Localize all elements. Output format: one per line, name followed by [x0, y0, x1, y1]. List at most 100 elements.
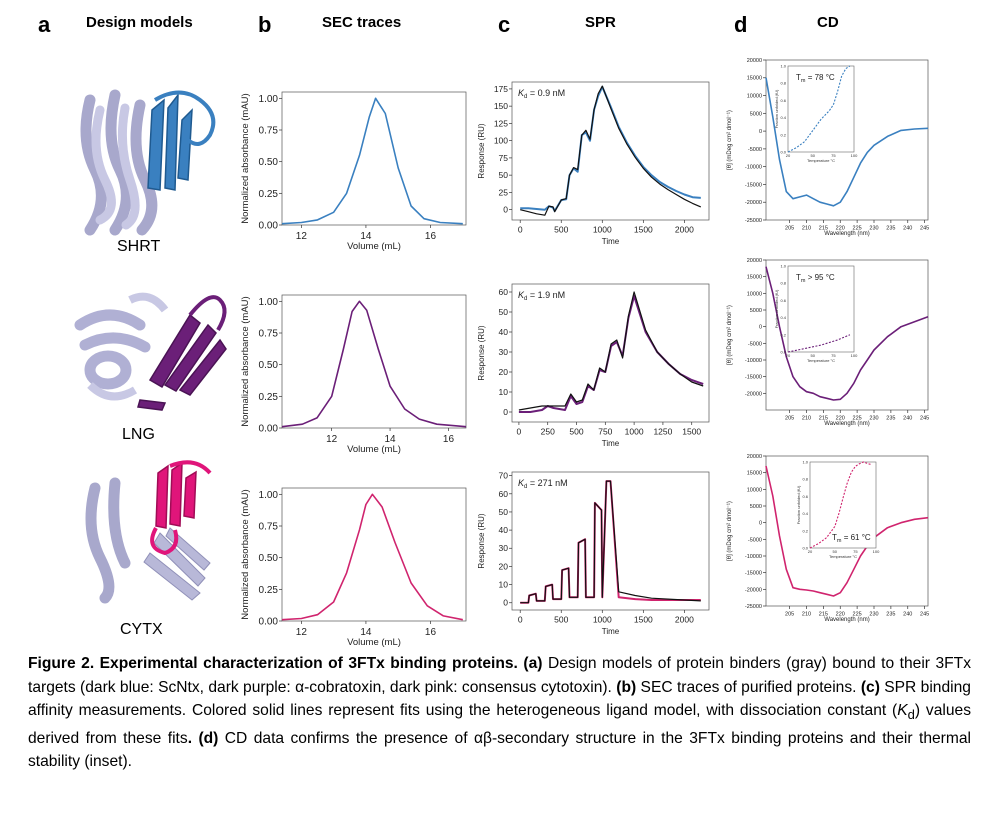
tm-annotation: Tm = 78 °C: [796, 73, 835, 84]
inset-y-axis-label: Fraction unfolded (fU): [774, 89, 779, 128]
y-tick-label: -10000: [745, 165, 762, 171]
y-tick-label: 0.00: [259, 617, 279, 628]
tm-annotation: Tm > 95 °C: [796, 273, 835, 284]
inset-x-tick-label: 50: [833, 549, 838, 554]
x-tick-label: 500: [569, 427, 583, 437]
y-tick-label: 0.25: [259, 392, 279, 403]
plot-area-frame: [281, 294, 467, 429]
x-tick-label: 750: [598, 427, 612, 437]
inset-x-tick-label: 20: [786, 353, 791, 358]
spr-chart-shrt: 0 500 1000 1500 2000 0 25 50 75 100 125 150 175 Time R…: [477, 81, 710, 246]
kd-value: = 1.9 nM: [527, 290, 565, 300]
spr-chart-cytx: 0 500 1000 1500 2000 0 10 20 30 40 50 60 70 Time Respo…: [477, 471, 710, 636]
y-tick-label: 10000: [747, 93, 762, 99]
y-tick-label: 25: [499, 187, 509, 197]
x-tick-label: 230: [869, 226, 878, 232]
x-tick-label: 1500: [682, 427, 701, 437]
y-tick-label: 1.00: [259, 490, 279, 501]
inset-y-tick-label: 1.0: [802, 460, 808, 465]
tm-subscript: m: [801, 278, 806, 284]
plot-area-frame: [511, 471, 710, 611]
x-tick-label: 16: [443, 434, 455, 445]
y-tick-label: 0.75: [259, 522, 279, 533]
x-tick-label: 220: [836, 226, 845, 232]
inset-x-tick-label: 100: [851, 353, 858, 358]
x-tick-label: 220: [836, 416, 845, 422]
x-axis-label: Time: [602, 439, 620, 448]
sec-trace-chart-lng: 12 14 16 0.00 0.25 0.50 0.75 1.00 Volume (mL) Nor…: [240, 294, 467, 455]
plot-area-frame: [511, 283, 710, 423]
caption-b-text: SEC traces of purified proteins.: [640, 678, 857, 696]
caption-kd-sub: d: [907, 707, 915, 723]
kd-symbol: K: [518, 290, 525, 300]
x-tick-label: 220: [836, 612, 845, 618]
inset-frame: [787, 65, 855, 153]
inset-y-tick-label: 1.0: [780, 64, 786, 69]
tm-subscript: m: [801, 78, 806, 84]
plot-area-frame: [281, 487, 467, 622]
x-tick-label: 240: [903, 612, 912, 618]
y-tick-label: -5000: [748, 341, 762, 347]
sec-trace-chart-cytx: 12 14 16 0.00 0.25 0.50 0.75 1.00 Volume (mL) Nor…: [240, 487, 467, 648]
inset-melt-curve: [787, 334, 851, 353]
y-tick-label: 0.25: [259, 189, 279, 200]
inset-y-tick-label: 0.6: [802, 494, 808, 499]
design-model-cytx: [85, 460, 212, 604]
x-tick-label: 2000: [675, 225, 694, 235]
plot-area-frame: [511, 81, 710, 221]
y-tick-label: 1.00: [259, 297, 279, 308]
x-tick-label: 235: [886, 226, 895, 232]
inset-x-tick-label: 75: [831, 353, 836, 358]
y-tick-label: 50: [499, 507, 509, 517]
y-axis-label: Response (RU): [477, 325, 486, 380]
y-tick-label: -10000: [745, 358, 762, 364]
inset-y-tick-label: 0.0: [802, 546, 808, 551]
inset-x-tick-label: 20: [808, 549, 813, 554]
inset-y-axis-label: Fraction unfolded (fU): [796, 485, 801, 524]
y-tick-label: 30: [499, 347, 509, 357]
panel-letter-d: d: [734, 12, 748, 37]
series-line-trace: [281, 300, 467, 428]
x-tick-label: 215: [819, 416, 828, 422]
model-label-cytx: CYTX: [120, 621, 163, 638]
sec-trace-chart-shrt: 12 14 16 0.00 0.25 0.50 0.75 1.00 Volume (mL) Nor…: [240, 91, 467, 252]
kd-value: = 0.9 nM: [527, 88, 565, 98]
y-tick-label: 30: [499, 543, 509, 553]
y-tick-label: 20000: [747, 454, 762, 460]
kd-subscript: d: [524, 296, 527, 302]
model-label-shrt: SHRT: [117, 238, 161, 255]
panel-letter-c: c: [498, 12, 511, 37]
tm-subscript: m: [837, 538, 842, 544]
panel-letter-b: b: [258, 12, 272, 37]
tm-value: = 78 °C: [805, 73, 834, 82]
x-tick-label: 14: [360, 627, 372, 638]
series-line-trace: [281, 493, 463, 621]
x-axis-label: Volume (mL): [347, 241, 401, 252]
tm-annotation: Tm = 61 °C: [832, 533, 871, 544]
series-line-trace: [765, 465, 929, 597]
x-axis-label: Wavelength (nm): [824, 421, 869, 427]
inset-x-axis-label: Temperature °C: [807, 158, 835, 163]
x-tick-label: 205: [785, 226, 794, 232]
kd-annotation: Kd = 1.9 nM: [518, 290, 565, 302]
kd-subscript: d: [524, 94, 527, 100]
panel-title-d: CD: [817, 14, 839, 31]
x-tick-label: 210: [802, 416, 811, 422]
y-axis-label: Response (RU): [477, 513, 486, 568]
x-tick-label: 225: [853, 226, 862, 232]
caption-c-text-2: ) values derived from these fits: [28, 702, 971, 747]
y-tick-label: 10000: [747, 487, 762, 493]
kd-symbol: K: [518, 478, 525, 488]
tm-symbol: T: [832, 533, 837, 542]
y-tick-label: 0.50: [259, 157, 279, 168]
kd-subscript: d: [524, 484, 527, 490]
y-axis-label: Normalized absorbance (mAU): [240, 489, 251, 619]
x-tick-label: 12: [296, 231, 308, 242]
x-tick-label: 250: [541, 427, 555, 437]
inset-x-tick-label: 20: [786, 153, 791, 158]
model-label-lng: LNG: [122, 426, 155, 443]
x-tick-label: 245: [920, 226, 929, 232]
y-tick-label: 5000: [750, 111, 762, 117]
y-axis-label: Response (RU): [477, 123, 486, 178]
inset-y-tick-label: 0.0: [780, 350, 786, 355]
